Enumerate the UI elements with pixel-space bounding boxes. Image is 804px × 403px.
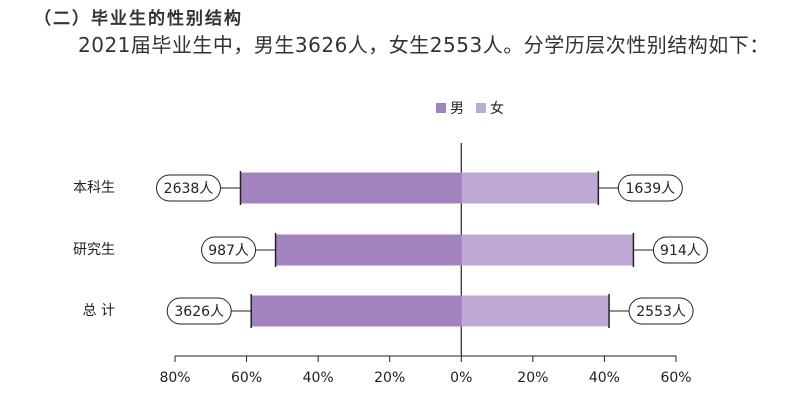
x-tick-label: 60% [231,370,262,386]
data-label: 914人 [660,243,701,259]
label-box [652,236,708,264]
data-label: 1639人 [626,181,676,197]
bar [461,295,610,327]
bar [251,295,462,327]
bar [461,234,634,266]
x-tick-label: 40% [303,370,334,386]
data-label: 2638人 [164,181,214,197]
bar [275,234,462,266]
x-tick-label: 40% [589,370,620,386]
label-box [155,174,221,202]
legend-label: 男 [450,101,464,117]
category-label: 本科生 [73,180,115,196]
legend-swatch [436,103,446,113]
category-label: 总 计 [83,303,115,319]
data-label: 3626人 [174,304,224,320]
paragraph: 2021届毕业生中，男生3626人，女生2553人。分学历层次性别结构如下： [78,33,770,57]
data-label: 987人 [208,243,249,259]
bar [240,172,462,204]
x-tick-label: 20% [374,370,405,386]
x-tick-label: 20% [517,370,548,386]
bar [461,172,599,204]
x-tick-label: 0% [450,370,472,386]
data-label: 2553人 [636,304,686,320]
x-tick-label: 60% [660,370,691,386]
legend-label: 女 [490,100,504,117]
label-box [628,297,694,325]
legend-swatch [476,103,486,113]
label-box [201,236,257,264]
label-box [617,174,683,202]
label-box [166,297,232,325]
section-title: （二）毕业生的性别结构 [34,9,243,29]
x-tick-label: 80% [159,370,190,386]
category-label: 研究生 [73,242,115,258]
